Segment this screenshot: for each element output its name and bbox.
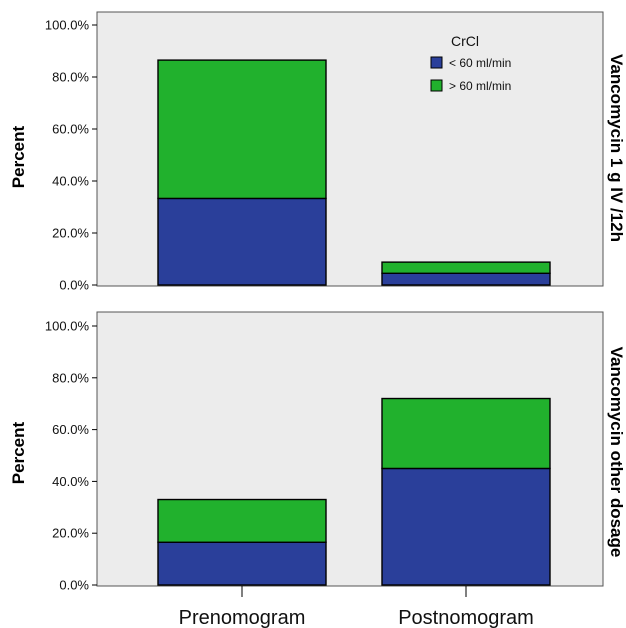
y-axis-label-bottom: Percent — [9, 421, 28, 484]
y-axis-label-top: Percent — [9, 125, 28, 188]
bar-prenomogram-crcl-over-60 — [157, 59, 327, 200]
y-tick-label: 100.0% — [45, 319, 90, 334]
y-tick-label: 20.0% — [52, 526, 89, 541]
y-tick-label: 20.0% — [52, 226, 89, 241]
panel-2: 0.0% 20.0% 40.0% 60.0% 80.0% 100.0% — [45, 311, 604, 593]
x-tick-label: Postnomogram — [398, 607, 534, 628]
legend: CrCl < 60 ml/min > 60 ml/min — [430, 33, 511, 93]
bar-prenomogram-crcl-under-60 — [157, 197, 327, 286]
bar-prenomogram-crcl-over-60 — [157, 498, 327, 543]
y-tick-label: 80.0% — [52, 370, 89, 385]
y-tick-label: 100.0% — [45, 18, 90, 33]
legend-label-low: < 60 ml/min — [449, 56, 511, 70]
legend-label-high: > 60 ml/min — [449, 79, 511, 93]
panel-label-bottom: Vancomycin other dosage — [607, 347, 626, 558]
y-tick-label: 60.0% — [52, 122, 89, 137]
y-tick-label: 80.0% — [52, 70, 89, 85]
y-tick-label: 60.0% — [52, 422, 89, 437]
legend-title: CrCl — [451, 33, 479, 49]
bar-postnomogram-crcl-over-60 — [381, 261, 551, 274]
y-tick-label: 40.0% — [52, 174, 89, 189]
panel-label-top: Vancomycin 1 g IV /12h — [607, 54, 626, 242]
bar-postnomogram-crcl-under-60 — [381, 272, 551, 286]
legend-swatch-high — [430, 79, 443, 92]
panel-1: 0.0% 20.0% 40.0% 60.0% 80.0% 100.0% — [45, 11, 604, 293]
bar-postnomogram-crcl-over-60 — [381, 397, 551, 470]
bar-postnomogram-crcl-under-60 — [381, 467, 551, 586]
chart-panels: 0.0% 20.0% 40.0% 60.0% 80.0% 100.0% 0.0% 20.0% 4… — [45, 11, 604, 628]
legend-swatch-low — [430, 56, 443, 69]
y-tick-label: 40.0% — [52, 474, 89, 489]
bar-prenomogram-crcl-under-60 — [157, 541, 327, 586]
y-tick-label: 0.0% — [59, 578, 89, 593]
x-tick-label: Prenomogram — [179, 607, 306, 628]
y-tick-label: 0.0% — [59, 278, 89, 293]
x-axis: Prenomogram Postnomogram — [179, 586, 534, 628]
